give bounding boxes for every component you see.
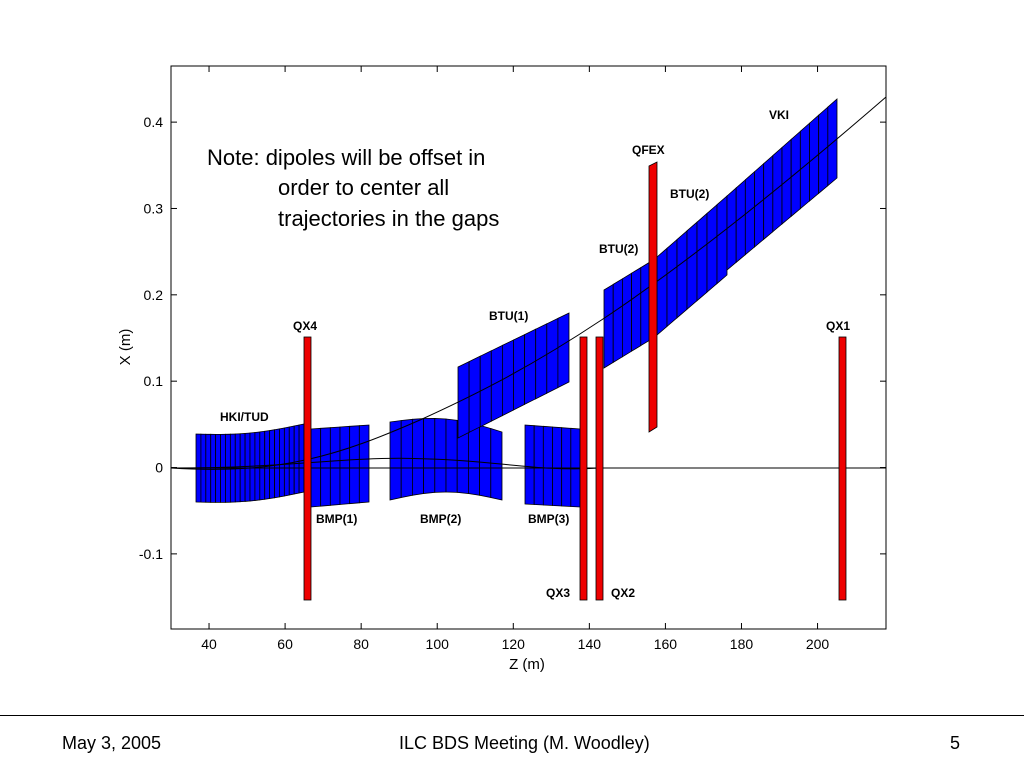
- dipole-btu2-a-segment: [631, 266, 642, 352]
- dipole-btu2-a-segment: [612, 278, 623, 364]
- dipole-btu1-segment: [546, 317, 559, 394]
- x-tick-label: 140: [578, 636, 602, 652]
- dipole-btu2-b-segment: [716, 195, 728, 285]
- magnet-layout-plot: 40 60 80 100 120 140 160 180 200 -0.1 0 0.1 0.2 0.3 0…: [117, 65, 887, 673]
- dipole-hki-tud-segment: [283, 426, 290, 497]
- dipole-btu2-b-segment: [696, 212, 708, 302]
- dipole-btu2-b-segment: [666, 238, 678, 328]
- dipole-btu2-b-segment: [686, 221, 698, 311]
- dipole-vki-segment: [726, 187, 737, 271]
- y-tick-label: 0.1: [144, 373, 164, 389]
- footer-title: ILC BDS Meeting (M. Woodley): [399, 733, 650, 753]
- dipole-hki-tud-segment: [269, 429, 275, 500]
- y-tick-label: -0.1: [139, 546, 163, 562]
- dipole-bmp3-segment: [552, 426, 563, 507]
- label-qfex: QFEX: [632, 143, 665, 157]
- dipole-bmp3-segment: [533, 425, 544, 506]
- label-vki: VKI: [769, 108, 789, 122]
- x-tick-label: 40: [201, 636, 217, 652]
- dipole-bmp3-segment: [542, 425, 553, 506]
- dipole-bmp2-segment: [490, 427, 503, 501]
- dipole-bmp1-segment: [339, 425, 351, 505]
- dipole-btu1-segment: [535, 323, 548, 400]
- dipole-bmp2-segment: [423, 417, 436, 494]
- label-bmp2: BMP(2): [420, 512, 461, 526]
- dipole-btu2-a-segment: [622, 272, 632, 358]
- dipole-bmp1-segment: [358, 424, 370, 504]
- footer-rule: [0, 715, 1024, 716]
- dipole-bmp2-segment: [445, 418, 458, 493]
- x-tick-label: 60: [277, 636, 293, 652]
- dipole-btu1-segment: [501, 339, 514, 417]
- note-line-3: trajectories in the gaps: [278, 206, 499, 231]
- quad-qfex: [648, 161, 658, 433]
- dipole-hki-tud-segment: [274, 428, 280, 499]
- label-hki-tud: HKI/TUD: [220, 410, 269, 424]
- dipole-bmp2-segment: [479, 424, 492, 499]
- dipole-btu1-segment: [557, 312, 570, 389]
- dipole-vki-segment: [763, 154, 774, 241]
- dipole-bmp2-segment: [467, 422, 481, 496]
- label-qx3: QX3: [546, 586, 570, 600]
- dipole-bmp2-segment: [411, 418, 425, 496]
- x-tick-label: 160: [654, 636, 678, 652]
- bump-trajectory: [170, 457, 601, 470]
- dipole-btu1-segment: [490, 344, 503, 422]
- label-bmp3: BMP(3): [528, 512, 569, 526]
- y-tick-label: 0.3: [144, 200, 164, 216]
- x-tick-label: 200: [806, 636, 830, 652]
- quad-qx1: [838, 336, 847, 601]
- dipole-hki-tud-segment: [293, 424, 300, 495]
- x-tick-label: 80: [353, 636, 369, 652]
- x-tick-label: 100: [426, 636, 450, 652]
- dipole-bmp2-segment: [434, 417, 447, 493]
- dipole-hki-tud-segment: [288, 425, 295, 496]
- label-qx2: QX2: [611, 586, 635, 600]
- footer-page-number: 5: [950, 733, 961, 753]
- label-bmp1: BMP(1): [316, 512, 357, 526]
- extraction-trajectory: [170, 96, 887, 470]
- dipole-hki-tud-segment: [298, 423, 305, 494]
- dipole-btu2-b-segment: [656, 247, 668, 336]
- label-btu1: BTU(1): [489, 309, 528, 323]
- label-btu2-upper: BTU(2): [670, 187, 709, 201]
- label-btu2-lower: BTU(2): [599, 242, 638, 256]
- dipole-btu2-a-segment: [603, 283, 614, 369]
- y-tick-label: 0: [155, 460, 163, 476]
- dipole-btu2-b-segment: [676, 229, 688, 319]
- footer-date: May 3, 2005: [62, 733, 162, 753]
- dipole-bmp3-segment: [524, 424, 535, 505]
- x-axis-label: Z (m): [509, 656, 545, 673]
- x-tick-label: 180: [730, 636, 754, 652]
- note-line-1: Note: dipoles will be offset in: [207, 145, 485, 170]
- quad-qx4: [303, 336, 312, 601]
- y-axis-ticks: -0.1 0 0.1 0.2 0.3 0.4: [139, 114, 886, 562]
- y-tick-label: 0.2: [144, 287, 164, 303]
- plot-frame: [170, 65, 887, 630]
- label-qx1: QX1: [826, 319, 850, 333]
- dipole-bmp1-segment: [320, 427, 331, 507]
- dipole-hki-tud-segment: [244, 432, 251, 502]
- y-axis-label: X (m): [117, 329, 134, 366]
- dipole-hki-tud-segment: [279, 427, 285, 498]
- note-line-2: order to center all: [278, 175, 449, 200]
- quad-qx3: [579, 336, 588, 601]
- dipole-btu2-b-segment: [706, 203, 718, 294]
- quad-qx2: [595, 336, 604, 601]
- label-qx4: QX4: [293, 319, 317, 333]
- dipole-hki-tud-segment: [249, 432, 256, 502]
- x-tick-label: 120: [502, 636, 526, 652]
- dipole-bmp1-segment: [349, 425, 360, 505]
- y-tick-label: 0.4: [144, 114, 164, 130]
- dipole-vki-segment: [772, 146, 783, 233]
- x-axis-ticks: 40 60 80 100 120 140 160 180 200: [201, 66, 829, 652]
- dipole-bmp1-segment: [329, 426, 341, 506]
- dipole-vki-segment: [781, 138, 792, 225]
- dipole-bmp3-segment: [561, 427, 572, 507]
- quadrupole-magnets: [303, 161, 847, 601]
- dipole-vki-segment: [735, 178, 746, 264]
